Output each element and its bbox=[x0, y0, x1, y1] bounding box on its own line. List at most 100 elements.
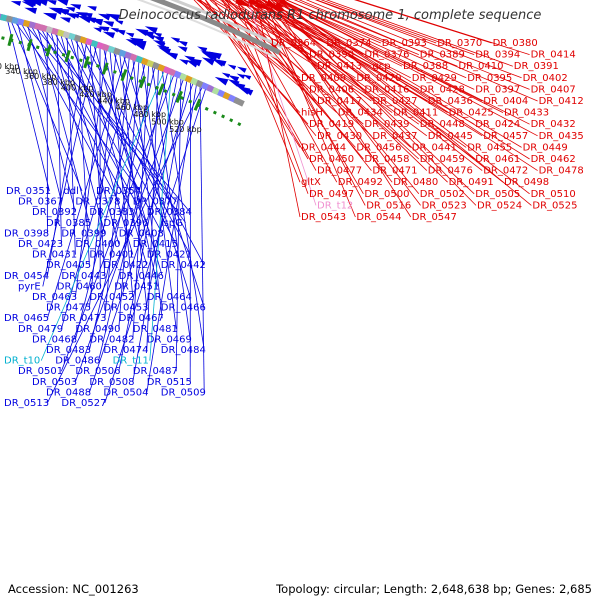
gene-label[interactable]: DR_0378 bbox=[75, 197, 120, 208]
gene-label[interactable]: DR_0525 bbox=[532, 200, 577, 211]
gene-label[interactable]: DR_0437 bbox=[372, 131, 417, 142]
gene-label[interactable]: DR_0506 bbox=[75, 366, 120, 377]
gene-label[interactable]: DR_0465 bbox=[4, 313, 49, 324]
gene-label[interactable]: DR_0456 bbox=[356, 142, 401, 153]
gene-label[interactable]: DR_0424 bbox=[475, 119, 520, 130]
gene-label[interactable]: DR_0399 bbox=[61, 228, 106, 239]
gene-label[interactable]: DR_0443 bbox=[61, 271, 106, 282]
gene-label[interactable]: DR_0428 bbox=[420, 84, 465, 95]
gene-label[interactable]: DR_0451 bbox=[114, 281, 159, 292]
gene-label[interactable]: DR_0472 bbox=[483, 166, 528, 177]
gene-label[interactable]: DR_0459 bbox=[420, 154, 465, 165]
gene-label[interactable]: DR_0419 bbox=[309, 119, 354, 130]
gene-label[interactable]: DR_0400 bbox=[75, 239, 120, 250]
gene-label[interactable]: DR_0477 bbox=[317, 166, 362, 177]
gene-label[interactable]: DR_0439 bbox=[364, 119, 409, 130]
gene-label[interactable]: DR_0501 bbox=[18, 366, 63, 377]
gene-label[interactable]: DR_0389 bbox=[420, 50, 465, 61]
gene-label[interactable]: DR_0374 bbox=[326, 38, 371, 49]
gene-label[interactable]: DR_0505 bbox=[475, 189, 520, 200]
gene-label[interactable]: DR_0516 bbox=[366, 200, 411, 211]
gene-label[interactable]: DR_t11 bbox=[113, 356, 149, 367]
gene-label[interactable]: DR_0500 bbox=[364, 189, 409, 200]
gene-label[interactable]: DR_0391 bbox=[514, 61, 559, 72]
gene-label[interactable]: DR_0384 bbox=[147, 207, 192, 218]
gene-label[interactable]: DR_0421 bbox=[147, 250, 192, 261]
gene-label[interactable]: DR_0461 bbox=[475, 154, 520, 165]
gene-label[interactable]: DR_0482 bbox=[89, 334, 134, 345]
gene-label[interactable]: DR_0483 bbox=[46, 345, 91, 356]
gene-label[interactable]: DR_0473 bbox=[61, 313, 106, 324]
gene-label[interactable]: DR_0463 bbox=[32, 292, 77, 303]
gene-label[interactable]: DR_0515 bbox=[147, 377, 192, 388]
gene-label[interactable]: DR_0508 bbox=[89, 377, 134, 388]
gene-label[interactable]: DR_0504 bbox=[103, 387, 148, 398]
gene-label[interactable]: DR_0480 bbox=[393, 177, 438, 188]
gene-label[interactable]: DR_0436 bbox=[428, 96, 473, 107]
gene-label[interactable]: DR_0454 bbox=[4, 271, 49, 282]
gene-label[interactable]: DR_0410 bbox=[458, 61, 503, 72]
gene-label[interactable]: DR_0370 bbox=[437, 38, 482, 49]
gene-label[interactable]: hisH bbox=[301, 108, 323, 119]
gene-label[interactable]: DR_0527 bbox=[61, 398, 106, 409]
gene-label[interactable]: DR_0455 bbox=[467, 142, 512, 153]
gene-label[interactable]: DR_0423 bbox=[18, 239, 63, 250]
gene-label[interactable]: DR_0409 bbox=[301, 73, 346, 84]
gene-label[interactable]: DR_0397 bbox=[475, 84, 520, 95]
gene-label[interactable]: DR_0425 bbox=[449, 108, 494, 119]
gene-label[interactable]: DR_0429 bbox=[412, 73, 457, 84]
gene-label[interactable]: DR_0354 bbox=[96, 186, 141, 197]
gene-label[interactable]: DR_0402 bbox=[523, 73, 568, 84]
gene-label[interactable]: DR_0383 bbox=[89, 207, 134, 218]
gene-label[interactable]: DR_0420 bbox=[356, 73, 401, 84]
gene-label[interactable]: DR_0395 bbox=[467, 73, 512, 84]
gene-label[interactable]: DR_0442 bbox=[161, 260, 206, 271]
gene-label[interactable]: DR_0460 bbox=[57, 281, 102, 292]
gene-label[interactable]: DR_0430 bbox=[317, 131, 362, 142]
gene-label[interactable]: DR_0471 bbox=[372, 166, 417, 177]
gene-label[interactable]: DR_0479 bbox=[18, 324, 63, 335]
gene-label[interactable]: DR_0431 bbox=[32, 250, 77, 261]
gene-label[interactable]: DR_0458 bbox=[364, 154, 409, 165]
gene-label[interactable]: ddl bbox=[63, 186, 78, 197]
gene-label[interactable]: DR_0413 bbox=[317, 61, 362, 72]
gene-label[interactable]: DR_0462 bbox=[531, 154, 576, 165]
gene-label[interactable]: DR_0441 bbox=[412, 142, 457, 153]
gene-label[interactable]: DR_0453 bbox=[103, 303, 148, 314]
gene-label[interactable]: DR_0407 bbox=[531, 84, 576, 95]
gene-label[interactable]: DR_0449 bbox=[523, 142, 568, 153]
gene-label[interactable]: DR_0457 bbox=[483, 131, 528, 142]
gene-label[interactable]: DR_0405 bbox=[46, 260, 91, 271]
gene-label[interactable]: DR_0544 bbox=[356, 212, 401, 223]
gene-label[interactable]: DR_0416 bbox=[364, 84, 409, 95]
gene-label[interactable]: DR_0498 bbox=[504, 177, 549, 188]
gene-label[interactable]: DR_0547 bbox=[412, 212, 457, 223]
gene-label[interactable]: DR_t10 bbox=[4, 356, 40, 367]
gene-label[interactable]: DR_0388 bbox=[403, 61, 448, 72]
gene-label[interactable]: DR_0486 bbox=[55, 356, 100, 367]
gene-label[interactable]: DR_t12 bbox=[317, 200, 353, 211]
gene-label[interactable]: DR_0502 bbox=[420, 189, 465, 200]
gene-label[interactable]: DR_0543 bbox=[301, 212, 346, 223]
gene-label[interactable]: DR_0415 bbox=[133, 239, 178, 250]
gene-label[interactable]: DR_0411 bbox=[393, 108, 438, 119]
gene-label[interactable]: DR_0464 bbox=[147, 292, 192, 303]
gene-label[interactable]: DR_0478 bbox=[539, 166, 584, 177]
gene-label[interactable]: DR_0510 bbox=[531, 189, 576, 200]
gene-label[interactable]: DR_0392 bbox=[32, 207, 77, 218]
gene-label[interactable]: DR_0393 bbox=[382, 38, 427, 49]
gene-label[interactable]: DR_0432 bbox=[531, 119, 576, 130]
gene-label[interactable]: DR_0497 bbox=[309, 189, 354, 200]
gene-label[interactable]: DR_0398 bbox=[4, 228, 49, 239]
gene-label[interactable]: DR_0492 bbox=[338, 177, 383, 188]
gene-label[interactable]: DR_0390 bbox=[309, 50, 354, 61]
gene-label[interactable]: pyrE bbox=[18, 281, 41, 292]
gene-label[interactable]: DR_0404 bbox=[483, 96, 528, 107]
gene-label[interactable]: DR_0468 bbox=[32, 334, 77, 345]
gene-label[interactable]: DR_0484 bbox=[161, 345, 206, 356]
gene-label[interactable]: DR_0466 bbox=[161, 303, 206, 314]
gene-label[interactable]: DR_0450 bbox=[309, 154, 354, 165]
gene-label[interactable]: DR_0406 bbox=[309, 84, 354, 95]
gene-label[interactable]: DR_0513 bbox=[4, 398, 49, 409]
gene-label[interactable]: DR_0396 bbox=[103, 218, 148, 229]
